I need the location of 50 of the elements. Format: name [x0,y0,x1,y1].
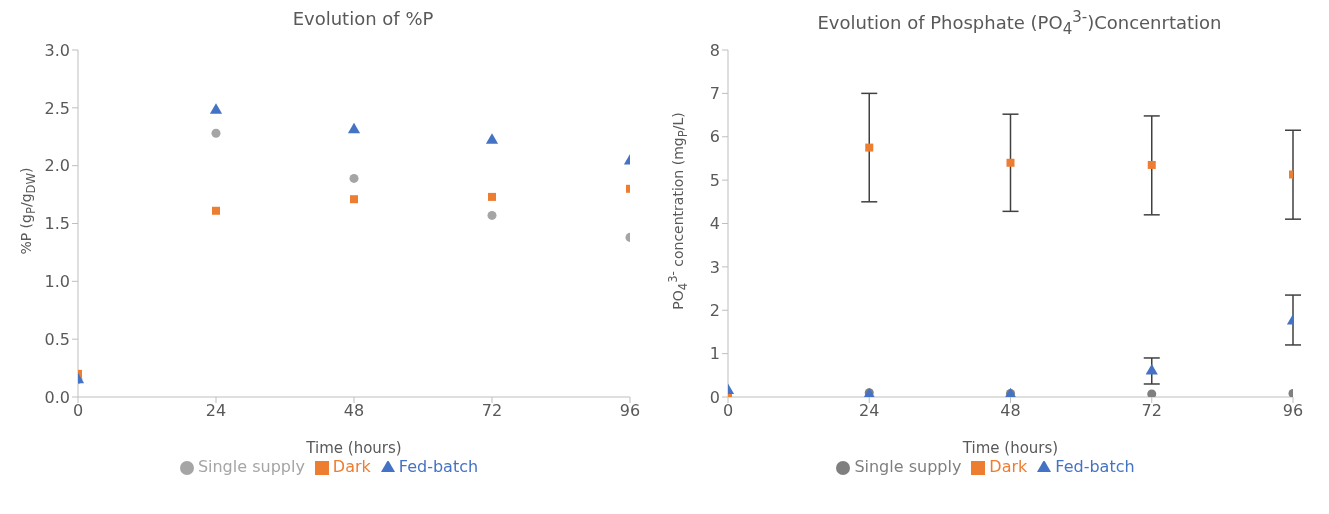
x-tick-label: 0 [722,401,734,421]
legend-label: Fed-batch [1055,457,1135,476]
legend-label: Dark [332,457,371,476]
point [212,206,220,215]
y-tick-label: 8 [709,40,720,60]
x-axis-title: Time (hours) [305,439,402,457]
x-tick-label: 96 [1282,401,1304,421]
y-tick-label: 5 [709,170,720,190]
point [485,133,499,144]
point [350,195,358,204]
y-tick-label: 6 [709,127,720,147]
x-tick-label: 48 [343,401,365,421]
x-axis-title: Time (hours) [961,439,1059,457]
point [1006,158,1015,167]
point [1147,160,1156,169]
point [211,128,221,138]
y-tick-label: 3.0 [44,40,70,60]
point [487,210,497,220]
point [865,143,874,152]
legend-label: Single supply [854,457,962,476]
legend-label: Dark [989,457,1028,476]
y-tick-label: 4 [709,214,720,234]
x-tick-label: 24 [859,401,880,421]
point [488,192,496,201]
y-tick-label: 0 [709,387,720,407]
x-tick-label: 48 [1000,401,1021,421]
y-tick-label: 2.0 [44,156,70,176]
point [209,103,223,114]
legend-label: Single supply [197,457,305,476]
y-tick-label: 1.0 [44,272,70,292]
chart-title: Evolution of Phosphate (PO$_{4}$$^{3-}$)Concenrtation [816,8,1223,38]
x-tick-label: 96 [619,401,641,421]
y-tick-label: 1 [709,344,720,364]
y-tick-label: 7 [709,84,720,104]
x-tick-label: 0 [72,401,84,421]
y-tick-label: 1.5 [44,214,70,234]
y-tick-label: 2.5 [44,98,70,118]
x-tick-label: 24 [205,401,227,421]
x-tick-label: 72 [481,401,503,421]
point [347,122,361,134]
legend-label: Fed-batch [398,457,479,476]
point [349,173,359,183]
y-tick-label: 2 [709,300,720,320]
y-tick-label: 0.0 [44,387,70,407]
point [1147,389,1157,397]
y-tick-label: 3 [709,257,720,277]
chart-title: Evolution of %P [291,8,435,31]
point [1145,363,1158,375]
x-tick-label: 72 [1141,401,1162,421]
y-tick-label: 0.5 [44,329,70,349]
